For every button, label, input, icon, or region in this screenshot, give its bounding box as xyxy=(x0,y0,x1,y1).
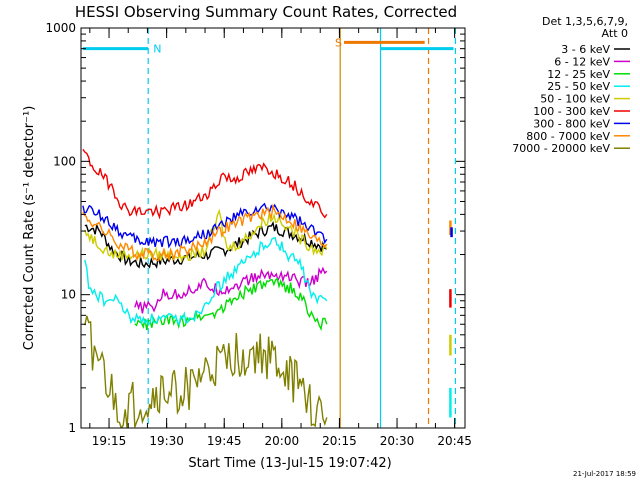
orbit-bar-label: N xyxy=(153,43,161,56)
series-line xyxy=(84,208,328,263)
series-line xyxy=(82,148,328,220)
y-axis: 1 10 100 1000 xyxy=(45,21,465,435)
x-tick-label: 20:15 xyxy=(322,434,357,448)
legend-entry-label: 50 - 100 keV xyxy=(540,93,610,106)
legend-entry-label: 3 - 6 keV xyxy=(561,43,610,56)
legend-entry-label: 300 - 800 keV xyxy=(533,117,610,130)
chart-title: HESSI Observing Summary Count Rates, Cor… xyxy=(75,3,457,21)
orbit-bar-label: S xyxy=(335,36,342,49)
legend-entry-label: 100 - 300 keV xyxy=(533,105,610,118)
series-line xyxy=(134,277,328,332)
x-axis-label: Start Time (13-Jul-15 19:07:42) xyxy=(188,456,391,471)
x-tick-label: 20:00 xyxy=(265,434,300,448)
legend-entry-label: 25 - 50 keV xyxy=(547,80,610,93)
legend-entry-label: 6 - 12 keV xyxy=(554,55,610,68)
x-tick-label: 20:30 xyxy=(380,434,415,448)
series-lines xyxy=(82,148,453,428)
y-tick-label: 10 xyxy=(61,288,76,302)
legend-header-line-2: Att 0 xyxy=(602,27,628,40)
y-axis-label: Corrected Count Rate (s⁻¹ detector⁻¹) xyxy=(22,106,37,351)
plot-frame xyxy=(80,27,466,429)
legend-entry-label: 800 - 7000 keV xyxy=(526,130,610,143)
series-line xyxy=(84,236,328,327)
legend-entry-label: 7000 - 20000 keV xyxy=(512,142,610,155)
vertical-markers xyxy=(147,28,456,428)
x-tick-label: 19:15 xyxy=(92,434,127,448)
x-tick-label: 19:45 xyxy=(207,434,242,448)
legend-header-line-1: Det 1,3,5,6,7,9, xyxy=(542,15,628,28)
y-tick-label: 1 xyxy=(68,421,76,435)
x-tick-label: 19:30 xyxy=(149,434,184,448)
series-line xyxy=(82,203,328,262)
x-tick-label: 20:45 xyxy=(437,434,472,448)
y-tick-label: 1000 xyxy=(45,21,76,35)
footer-date: 21-Jul-2017 18:59 xyxy=(573,470,636,478)
legend-entry-label: 12 - 25 keV xyxy=(547,68,610,81)
series-line xyxy=(84,315,328,428)
y-tick-label: 100 xyxy=(53,154,76,168)
x-axis: 19:15 19:30 19:45 20:00 20:15 20:30 20:45 xyxy=(89,28,472,448)
series-line xyxy=(134,266,328,314)
